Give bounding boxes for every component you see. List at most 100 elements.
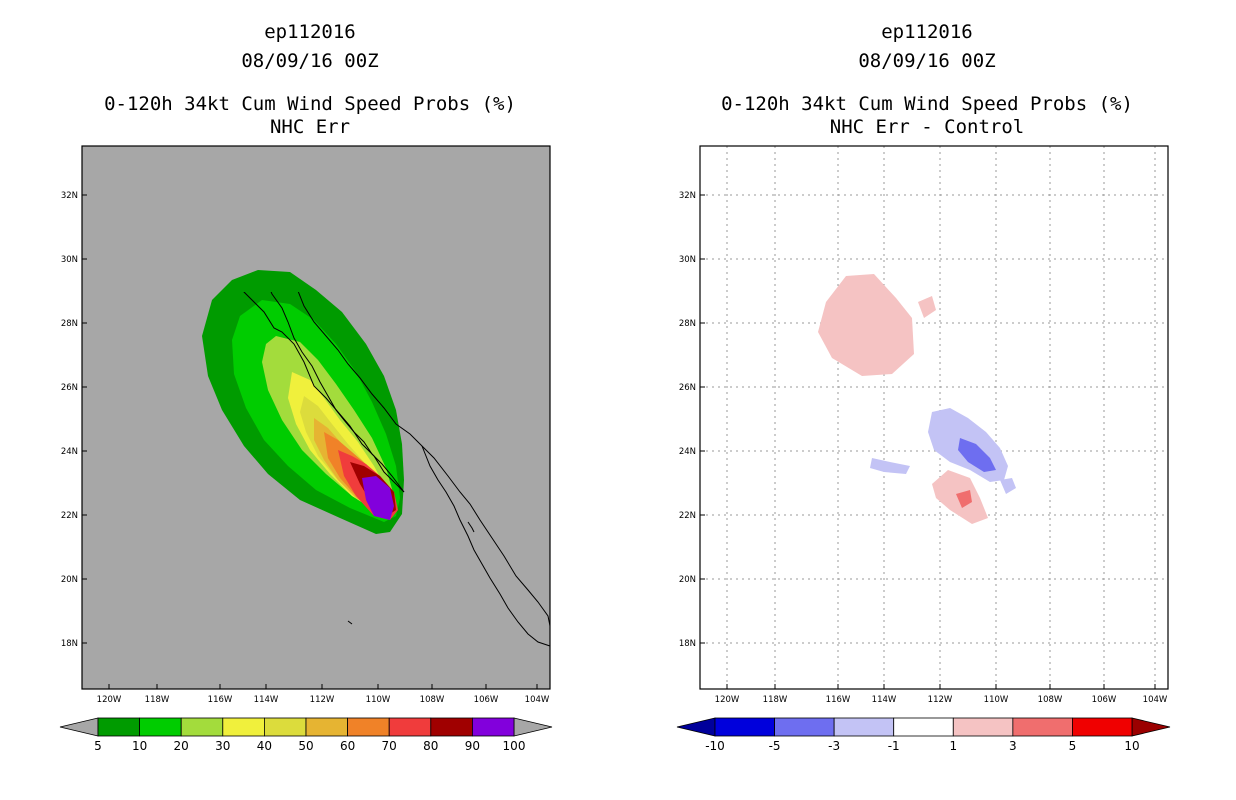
colorbar-swatch (1072, 717, 1133, 737)
left-subtitle: NHC Err (269, 116, 351, 138)
left-probability-contours (202, 270, 404, 534)
colorbar-under-triangle (59, 717, 99, 737)
colorbar-label: 5 (94, 739, 102, 753)
y-tick-label: 20N (61, 575, 78, 585)
x-tick-label: 116W (208, 695, 233, 705)
right-panel-titles: ep112016 08/09/16 00Z 0-120h 34kt Cum Wi… (647, 18, 1207, 142)
colorbar-swatch (1012, 717, 1073, 737)
x-tick-label: 104W (1143, 695, 1168, 705)
colorbar-swatch (388, 717, 432, 737)
left-panel-titles: ep112016 08/09/16 00Z 0-120h 34kt Cum Wi… (30, 18, 590, 142)
y-tick-label: 24N (61, 447, 78, 457)
x-tick-label: 112W (310, 695, 335, 705)
colorbar-over-triangle (513, 717, 553, 737)
colorbar-swatch (833, 717, 895, 737)
x-tick-label: 108W (420, 695, 445, 705)
colorbar-swatch (222, 717, 265, 737)
diff-negative-1-area-west (870, 458, 910, 474)
y-tick-label: 20N (679, 575, 696, 585)
y-tick-label: 22N (679, 511, 696, 521)
left-x-axis: 120W 118W 116W 114W 112W 110W 108W 106W 104W (97, 684, 550, 705)
colorbar-label: 50 (298, 739, 313, 753)
colorbar-label: -10 (705, 739, 725, 753)
colorbar-label: 1 (949, 739, 957, 753)
right-colorbar: -10 -5 -3 -1 1 3 5 10 (676, 717, 1171, 753)
y-tick-label: 26N (679, 383, 696, 393)
y-tick-label: 30N (679, 255, 696, 265)
x-tick-label: 118W (763, 695, 788, 705)
y-tick-label: 18N (61, 639, 78, 649)
right-storm-id: ep112016 (881, 21, 973, 43)
right-title: 0-120h 34kt Cum Wind Speed Probs (%) (721, 93, 1133, 115)
left-storm-id: ep112016 (264, 21, 356, 43)
colorbar-label: 70 (382, 739, 397, 753)
diff-positive-3-area (956, 490, 972, 508)
colorbar-swatch (139, 717, 182, 737)
y-tick-label: 18N (679, 639, 696, 649)
diff-negative-1-area-east (1000, 478, 1016, 494)
colorbar-swatch (471, 717, 515, 737)
right-datetime: 08/09/16 00Z (858, 50, 996, 72)
y-tick-label: 24N (679, 447, 696, 457)
colorbar-swatch (893, 717, 954, 737)
right-x-axis: 120W 118W 116W 114W 112W 110W 108W 106W 104W (715, 684, 1168, 705)
y-tick-label: 32N (61, 191, 78, 201)
colorbar-label: -5 (769, 739, 781, 753)
colorbar-label: 90 (465, 739, 480, 753)
right-subtitle: NHC Err - Control (829, 116, 1025, 138)
colorbar-label: 5 (1069, 739, 1077, 753)
colorbar-label: 10 (132, 739, 147, 753)
x-tick-label: 106W (1092, 695, 1117, 705)
colorbar-label: 60 (340, 739, 355, 753)
x-tick-label: 118W (145, 695, 170, 705)
x-tick-label: 110W (366, 695, 391, 705)
colorbar-label: 3 (1009, 739, 1017, 753)
right-y-axis: 32N 30N 28N 26N 24N 22N 20N 18N (679, 191, 705, 649)
x-tick-label: 114W (872, 695, 897, 705)
right-map: 32N 30N 28N 26N 24N 22N 20N 18N 120W 118W 116W 114… (679, 145, 1169, 705)
x-tick-label: 104W (525, 695, 550, 705)
diff-negative-3-area (958, 438, 996, 472)
right-map-border (699, 145, 1169, 690)
colorbar-swatch (97, 717, 140, 737)
colorbar-swatch (714, 717, 775, 737)
colorbar-swatch (347, 717, 390, 737)
left-title: 0-120h 34kt Cum Wind Speed Probs (%) (104, 93, 516, 115)
colorbar-label: -1 (888, 739, 900, 753)
left-map: 32N 30N 28N 26N 24N 22N 20N 18N 120W 118W 116W 114… (61, 145, 551, 705)
colorbar-label: 30 (215, 739, 230, 753)
contour-90 (362, 476, 394, 520)
colorbar-swatch (305, 717, 348, 737)
x-tick-label: 120W (715, 695, 740, 705)
diff-positive-1-area-north (818, 274, 914, 376)
diff-positive-1-area-small (918, 296, 936, 318)
colorbar-label: 100 (503, 739, 526, 753)
x-tick-label: 116W (826, 695, 851, 705)
left-colorbar: 5 10 20 30 40 50 60 70 80 90 100 (59, 717, 553, 753)
left-y-axis: 32N 30N 28N 26N 24N 22N 20N 18N (61, 191, 87, 649)
y-tick-label: 32N (679, 191, 696, 201)
y-tick-label: 26N (61, 383, 78, 393)
x-tick-label: 112W (928, 695, 953, 705)
x-tick-label: 110W (984, 695, 1009, 705)
colorbar-label: 80 (423, 739, 438, 753)
colorbar-swatch (774, 717, 835, 737)
x-tick-label: 108W (1038, 695, 1063, 705)
right-difference-contours (818, 274, 1016, 524)
left-map-border (81, 145, 551, 690)
colorbar-swatch (430, 717, 473, 737)
y-tick-label: 22N (61, 511, 78, 521)
left-datetime: 08/09/16 00Z (241, 50, 379, 72)
colorbar-swatch (180, 717, 224, 737)
colorbar-swatch (263, 717, 307, 737)
y-tick-label: 30N (61, 255, 78, 265)
right-gridlines (700, 146, 1168, 689)
x-tick-label: 120W (97, 695, 122, 705)
colorbar-label: 10 (1124, 739, 1139, 753)
colorbar-label: -3 (828, 739, 840, 753)
x-tick-label: 106W (474, 695, 499, 705)
y-tick-label: 28N (679, 319, 696, 329)
x-tick-label: 114W (254, 695, 279, 705)
colorbar-swatch (952, 717, 1014, 737)
